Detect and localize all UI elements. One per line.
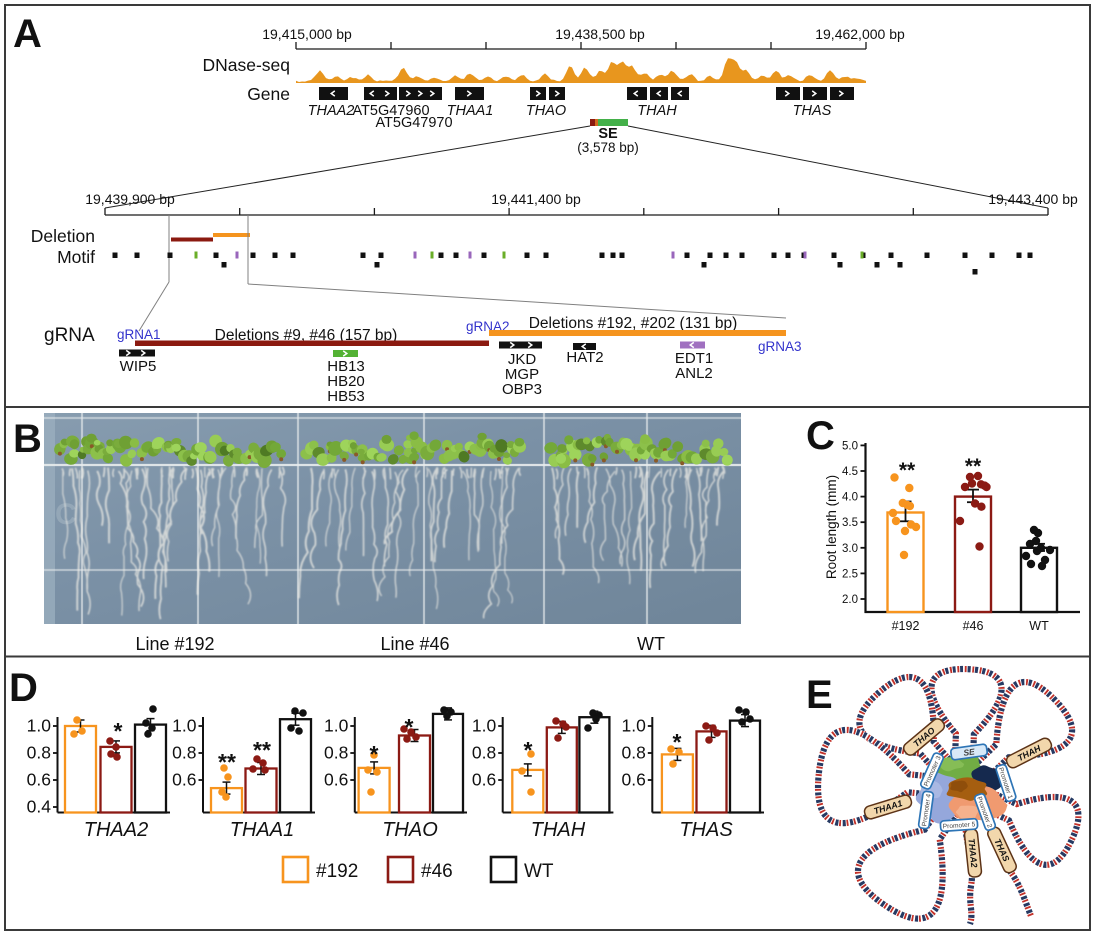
svg-text:3.5: 3.5 bbox=[842, 517, 858, 529]
svg-text:HB53: HB53 bbox=[327, 388, 365, 405]
svg-text:THAH: THAH bbox=[531, 819, 586, 841]
svg-text:Root length (mm): Root length (mm) bbox=[824, 475, 839, 579]
svg-text:**: ** bbox=[899, 459, 916, 482]
svg-text:THAH: THAH bbox=[637, 103, 677, 119]
svg-text:THAA2: THAA2 bbox=[84, 819, 148, 841]
svg-text:*: * bbox=[524, 737, 533, 763]
svg-text:A: A bbox=[13, 12, 42, 56]
svg-text:*: * bbox=[405, 714, 414, 740]
svg-text:19,441,400 bp: 19,441,400 bp bbox=[491, 191, 581, 207]
svg-text:#192: #192 bbox=[316, 861, 358, 882]
svg-text:WIP5: WIP5 bbox=[120, 358, 157, 375]
svg-text:gRNA: gRNA bbox=[44, 325, 95, 346]
svg-text:SE: SE bbox=[963, 746, 976, 758]
svg-text:WT: WT bbox=[637, 634, 665, 654]
svg-text:0.8: 0.8 bbox=[324, 743, 348, 763]
svg-text:1.0: 1.0 bbox=[472, 716, 497, 736]
svg-text:THAS: THAS bbox=[793, 103, 832, 119]
svg-text:**: ** bbox=[218, 749, 236, 775]
svg-text:0.8: 0.8 bbox=[472, 743, 496, 763]
svg-text:JKD: JKD bbox=[508, 351, 537, 368]
svg-text:(3,578 bp): (3,578 bp) bbox=[577, 140, 639, 155]
svg-text:Motif: Motif bbox=[57, 247, 95, 267]
svg-text:E: E bbox=[806, 673, 833, 717]
svg-text:0.4: 0.4 bbox=[27, 797, 52, 817]
svg-text:0.6: 0.6 bbox=[621, 770, 645, 790]
svg-text:THAA2: THAA2 bbox=[966, 838, 979, 868]
svg-text:19,439,900 bp: 19,439,900 bp bbox=[85, 191, 175, 207]
svg-text:**: ** bbox=[253, 737, 271, 763]
svg-text:#46: #46 bbox=[421, 861, 453, 882]
svg-text:2.0: 2.0 bbox=[842, 594, 858, 606]
svg-text:0.8: 0.8 bbox=[172, 743, 196, 763]
svg-text:19,443,400 bp: 19,443,400 bp bbox=[988, 191, 1078, 207]
svg-text:SE: SE bbox=[598, 126, 618, 142]
svg-text:**: ** bbox=[965, 455, 982, 478]
svg-text:gRNA3: gRNA3 bbox=[758, 339, 802, 354]
svg-text:19,462,000 bp: 19,462,000 bp bbox=[815, 26, 905, 42]
svg-text:OBP3: OBP3 bbox=[502, 381, 542, 398]
svg-text:HAT2: HAT2 bbox=[566, 349, 603, 366]
svg-text:#192: #192 bbox=[892, 619, 920, 633]
svg-text:ANL2: ANL2 bbox=[675, 365, 713, 382]
svg-text:AT5G47970: AT5G47970 bbox=[375, 115, 452, 131]
svg-text:THAA1: THAA1 bbox=[230, 819, 294, 841]
svg-text:THAS: THAS bbox=[679, 819, 733, 841]
svg-text:Promoter 4: Promoter 4 bbox=[921, 793, 933, 827]
svg-text:THAA2: THAA2 bbox=[308, 103, 355, 119]
svg-text:1.0: 1.0 bbox=[172, 716, 197, 736]
svg-text:*: * bbox=[673, 729, 682, 755]
svg-text:THAO: THAO bbox=[526, 103, 566, 119]
svg-text:Line #46: Line #46 bbox=[380, 634, 449, 654]
svg-text:DNase-seq: DNase-seq bbox=[202, 55, 290, 75]
svg-text:THAO: THAO bbox=[382, 819, 438, 841]
svg-text:Line #192: Line #192 bbox=[135, 634, 214, 654]
svg-text:1.0: 1.0 bbox=[27, 716, 52, 736]
svg-text:Deletions #9, #46 (157 bp): Deletions #9, #46 (157 bp) bbox=[215, 327, 398, 344]
svg-text:#46: #46 bbox=[963, 619, 984, 633]
svg-text:*: * bbox=[370, 741, 379, 767]
svg-text:C: C bbox=[806, 414, 835, 458]
svg-text:4.0: 4.0 bbox=[842, 492, 858, 504]
svg-text:Deletions #192, #202 (131 bp): Deletions #192, #202 (131 bp) bbox=[529, 315, 738, 332]
svg-text:EDT1: EDT1 bbox=[675, 350, 713, 367]
svg-text:Deletion: Deletion bbox=[31, 226, 95, 246]
svg-text:WT: WT bbox=[1029, 619, 1049, 633]
svg-text:MGP: MGP bbox=[505, 366, 539, 383]
svg-text:1.0: 1.0 bbox=[324, 716, 349, 736]
svg-text:gRNA1: gRNA1 bbox=[117, 327, 161, 342]
svg-text:0.8: 0.8 bbox=[27, 743, 51, 763]
svg-text:19,415,000 bp: 19,415,000 bp bbox=[262, 26, 352, 42]
svg-text:*: * bbox=[114, 718, 123, 744]
svg-text:3.0: 3.0 bbox=[842, 543, 858, 555]
svg-text:4.5: 4.5 bbox=[842, 466, 858, 478]
svg-text:THAA1: THAA1 bbox=[447, 103, 494, 119]
svg-text:AT5G47960: AT5G47960 bbox=[352, 103, 429, 119]
svg-text:HB13: HB13 bbox=[327, 358, 365, 375]
svg-text:0.6: 0.6 bbox=[172, 770, 196, 790]
svg-text:Promoter 5: Promoter 5 bbox=[943, 821, 976, 830]
svg-text:HB20: HB20 bbox=[327, 373, 365, 390]
svg-text:19,438,500 bp: 19,438,500 bp bbox=[555, 26, 645, 42]
svg-text:0.6: 0.6 bbox=[472, 770, 496, 790]
svg-text:2.5: 2.5 bbox=[842, 568, 858, 580]
svg-text:B: B bbox=[13, 417, 42, 461]
svg-text:5.0: 5.0 bbox=[842, 440, 858, 452]
svg-text:D: D bbox=[9, 666, 38, 710]
svg-text:Gene: Gene bbox=[247, 84, 290, 104]
svg-text:WT: WT bbox=[524, 861, 554, 882]
svg-text:0.6: 0.6 bbox=[324, 770, 348, 790]
svg-text:1.0: 1.0 bbox=[621, 716, 646, 736]
svg-text:0.6: 0.6 bbox=[27, 770, 51, 790]
svg-text:0.8: 0.8 bbox=[621, 743, 645, 763]
